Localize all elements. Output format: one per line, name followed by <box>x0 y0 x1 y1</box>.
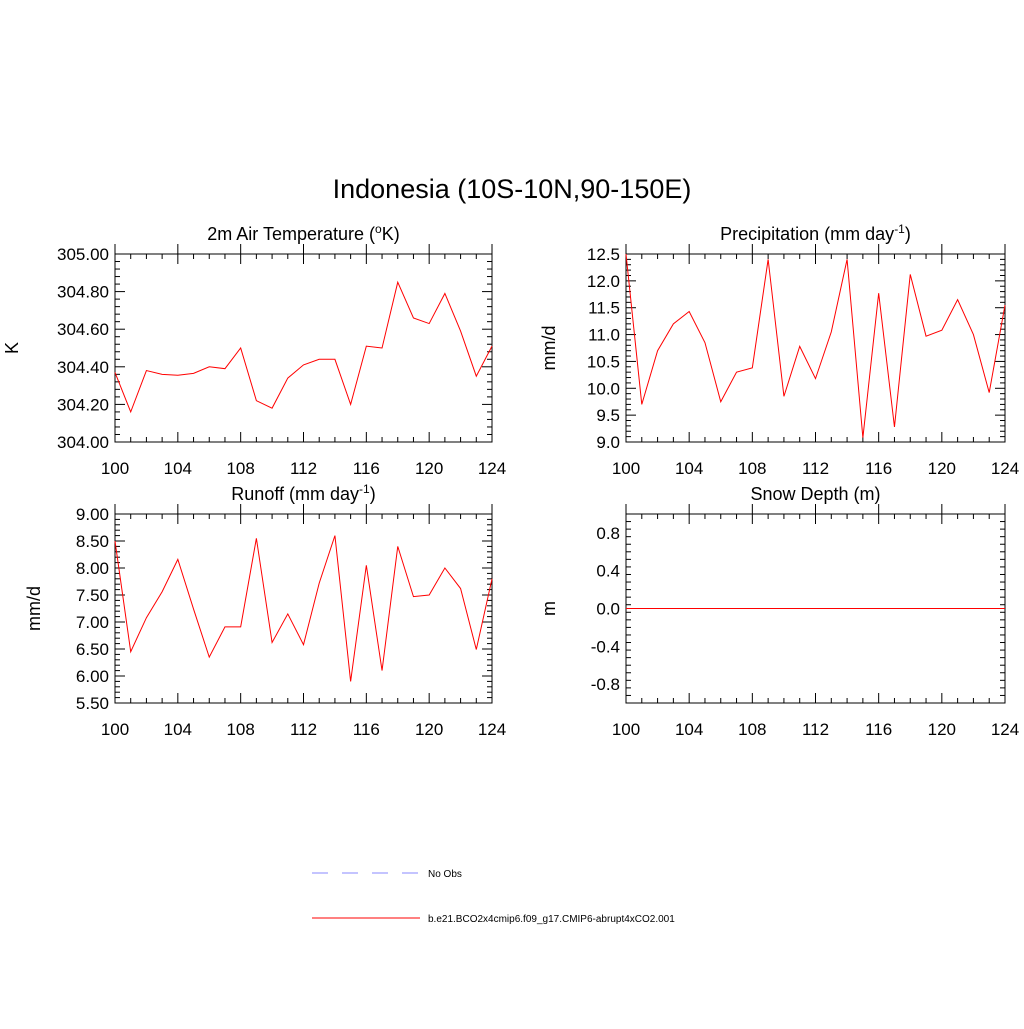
precip-ylabel: mm/d <box>539 326 559 371</box>
precip-series-line <box>625 253 1006 438</box>
snow-ylabel: m <box>539 601 559 616</box>
legend: No Obs b.e21.BCO2x4cmip6.f09_g17.CMIP6-a… <box>312 869 675 925</box>
runoff-title-main: Runoff (mm day <box>231 484 359 504</box>
precip-title: Precipitation (mm day-1) <box>720 222 911 244</box>
temp-xtick-label: 120 <box>415 459 443 478</box>
runoff-series-line <box>114 535 493 682</box>
runoff-ytick-label: 6.50 <box>76 640 109 659</box>
precip-title-main: Precipitation (mm day <box>720 224 894 244</box>
runoff-xtick-label: 108 <box>226 720 254 739</box>
temp-ytick-label: 304.60 <box>57 320 109 339</box>
runoff-ytick-label: 7.50 <box>76 586 109 605</box>
legend-model-label: b.e21.BCO2x4cmip6.f09_g17.CMIP6-abrupt4x… <box>428 914 675 925</box>
temp-frame <box>114 253 493 443</box>
precip-xtick-label: 116 <box>865 459 892 478</box>
runoff-xtick-label: 124 <box>478 720 506 739</box>
snow-title-main: Snow Depth (m) <box>750 484 880 504</box>
precip-ytick-label: 9.5 <box>596 406 620 425</box>
runoff-title: Runoff (mm day-1) <box>231 482 375 504</box>
runoff-xtick-label: 112 <box>290 720 317 739</box>
runoff-ytick-label: 9.00 <box>76 505 109 524</box>
snow-title: Snow Depth (m) <box>750 484 880 504</box>
precip-xtick-label: 124 <box>991 459 1019 478</box>
runoff-ytick-label: 5.50 <box>76 694 109 713</box>
snow-xtick-label: 100 <box>612 720 640 739</box>
precip-ytick-label: 9.0 <box>596 433 620 452</box>
runoff-ytick-label: 8.00 <box>76 559 109 578</box>
temp-title-suffix: K) <box>382 224 400 244</box>
temp-xtick-label: 104 <box>164 459 192 478</box>
precip-title-suffix: ) <box>905 224 911 244</box>
snow-ytick-label: -0.4 <box>591 637 620 656</box>
temp-ylabel: K <box>2 342 22 354</box>
snow-xtick-label: 124 <box>991 720 1019 739</box>
temp-xtick-label: 100 <box>101 459 129 478</box>
runoff-ytick-label: 7.00 <box>76 613 109 632</box>
runoff-xtick-label: 104 <box>164 720 192 739</box>
snow-ytick-label: 0.4 <box>596 562 620 581</box>
temp-ytick-label: 304.00 <box>57 433 109 452</box>
precip-ytick-label: 10.0 <box>587 379 620 398</box>
main-title: Indonesia (10S-10N,90-150E) <box>333 174 692 204</box>
temp-title: 2m Air Temperature (oK) <box>207 222 399 244</box>
temp-ytick-label: 304.40 <box>57 358 109 377</box>
runoff-frame <box>114 513 493 704</box>
precip-frame <box>625 253 1006 443</box>
runoff-title-sup: -1 <box>359 482 370 496</box>
temp-title-sup: o <box>375 222 382 236</box>
temp-xtick-label: 116 <box>353 459 380 478</box>
precip-ytick-label: 10.5 <box>587 352 620 371</box>
runoff-title-suffix: ) <box>370 484 376 504</box>
temp-panel: 2m Air Temperature (oK) 100 104 108 112 116 12… <box>2 222 506 478</box>
snow-xtick-label: 112 <box>802 720 829 739</box>
runoff-ytick-label: 8.50 <box>76 532 109 551</box>
runoff-ylabel: mm/d <box>24 586 44 631</box>
runoff-panel: Runoff (mm day-1) 100 104 108 112 116 120 124 5.… <box>24 482 506 739</box>
precip-xtick-label: 104 <box>675 459 703 478</box>
snow-ytick-label: -0.8 <box>591 675 620 694</box>
temp-ytick-label: 304.20 <box>57 395 109 414</box>
snow-ytick-label: 0.0 <box>596 600 620 619</box>
precip-xtick-label: 112 <box>802 459 829 478</box>
snow-xtick-label: 108 <box>738 720 766 739</box>
temp-series-line <box>114 280 493 414</box>
runoff-xtick-label: 116 <box>353 720 380 739</box>
runoff-xtick-label: 120 <box>415 720 443 739</box>
runoff-ytick-label: 6.00 <box>76 667 109 686</box>
precip-xtick-label: 100 <box>612 459 640 478</box>
precip-ytick-label: 11.0 <box>588 326 620 345</box>
temp-title-main: 2m Air Temperature ( <box>207 224 375 244</box>
precip-xtick-label: 120 <box>928 459 956 478</box>
precip-ytick-label: 12.5 <box>587 245 620 264</box>
temp-xtick-label: 124 <box>478 459 506 478</box>
snow-xtick-label: 120 <box>928 720 956 739</box>
snow-panel: Snow Depth (m) 100 104 108 112 116 120 124 -0.8 -… <box>539 484 1019 739</box>
runoff-xtick-label: 100 <box>101 720 129 739</box>
temp-ytick-label: 304.80 <box>57 283 109 302</box>
precip-title-sup: -1 <box>894 222 905 236</box>
temp-ytick-label: 305.00 <box>57 245 109 264</box>
snow-xtick-label: 116 <box>865 720 892 739</box>
precip-xtick-label: 108 <box>738 459 766 478</box>
snow-xtick-label: 104 <box>675 720 703 739</box>
precip-ytick-label: 12.0 <box>587 272 620 291</box>
temp-xtick-label: 108 <box>226 459 254 478</box>
precip-ytick-label: 11.5 <box>588 299 620 318</box>
panels: 2m Air Temperature (oK)100 104 108 112 116 12… <box>2 222 1019 739</box>
temp-xtick-label: 112 <box>290 459 317 478</box>
snow-ytick-label: 0.8 <box>596 524 620 543</box>
legend-obs-label: No Obs <box>428 869 462 880</box>
precip-panel: Precipitation (mm day-1) 100 104 108 112 116 1… <box>539 222 1019 478</box>
